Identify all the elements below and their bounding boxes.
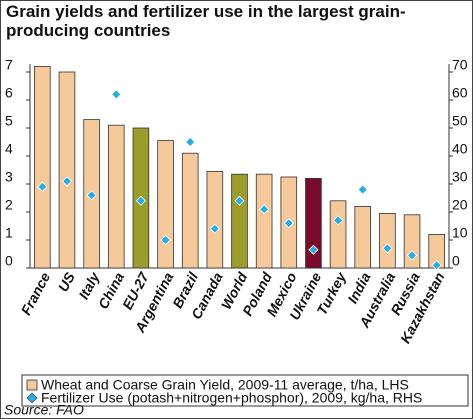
legend-label: Fertilizer Use (potash+nitrogen+phosphor… (41, 390, 422, 406)
y-tick-label: 5 (5, 113, 13, 129)
fertilizer-marker (209, 223, 220, 234)
fertilizer-marker (111, 89, 122, 100)
bar (231, 173, 248, 269)
fertilizer-marker (160, 234, 171, 246)
fertilizer-marker (308, 244, 319, 255)
x-tick-label: US (55, 269, 79, 294)
y2-tick-label: 50 (452, 113, 468, 129)
fertilizer-marker (333, 215, 344, 226)
bar (255, 173, 273, 269)
fertilizer-marker (61, 176, 73, 187)
y2-tick-label: 70 (452, 57, 468, 73)
y2-tick-label: 0 (452, 253, 460, 269)
bar (379, 212, 396, 269)
fertilizer-marker (185, 136, 196, 148)
y2-tick-label: 30 (452, 169, 468, 185)
fertilizer-marker (283, 218, 294, 229)
y2-tick-label: 40 (452, 141, 468, 157)
bar (206, 170, 224, 269)
bar (305, 177, 322, 269)
fertilizer-marker (86, 190, 97, 201)
fertilizer-marker (382, 243, 393, 254)
y-tick-label: 2 (5, 197, 13, 213)
bar (329, 200, 347, 269)
y2-tick-label: 10 (452, 225, 468, 241)
legend-swatch (26, 379, 38, 391)
bar (157, 140, 174, 269)
fertilizer-marker (234, 195, 245, 206)
y2-tick-label: 60 (452, 85, 468, 101)
legend-swatch (26, 392, 38, 404)
fertilizer-marker (37, 181, 48, 192)
bar (58, 71, 76, 269)
y-tick-label: 0 (5, 253, 13, 269)
legend-label: Wheat and Coarse Grain Yield, 2009-11 av… (41, 377, 409, 393)
fertilizer-marker (406, 250, 418, 261)
chart-title: Grain yields and fertilizer use in the l… (6, 2, 406, 40)
fertilizer-marker (135, 195, 146, 206)
bar (107, 124, 125, 269)
legend-box (21, 374, 469, 407)
y-tick-label: 6 (5, 85, 13, 101)
bar (34, 66, 51, 269)
y-tick-label: 1 (5, 225, 13, 241)
bar (181, 152, 199, 269)
y-tick-label: 3 (5, 169, 13, 185)
y2-tick-label: 20 (452, 197, 468, 213)
fertilizer-marker (357, 184, 368, 195)
fertilizer-marker (431, 260, 442, 271)
y-tick-label: 4 (5, 141, 13, 157)
bar (354, 205, 372, 269)
source: Source: FAO (4, 402, 84, 418)
fertilizer-marker (259, 204, 270, 215)
y-tick-label: 7 (5, 57, 13, 73)
x-tick-label: France (18, 269, 54, 317)
